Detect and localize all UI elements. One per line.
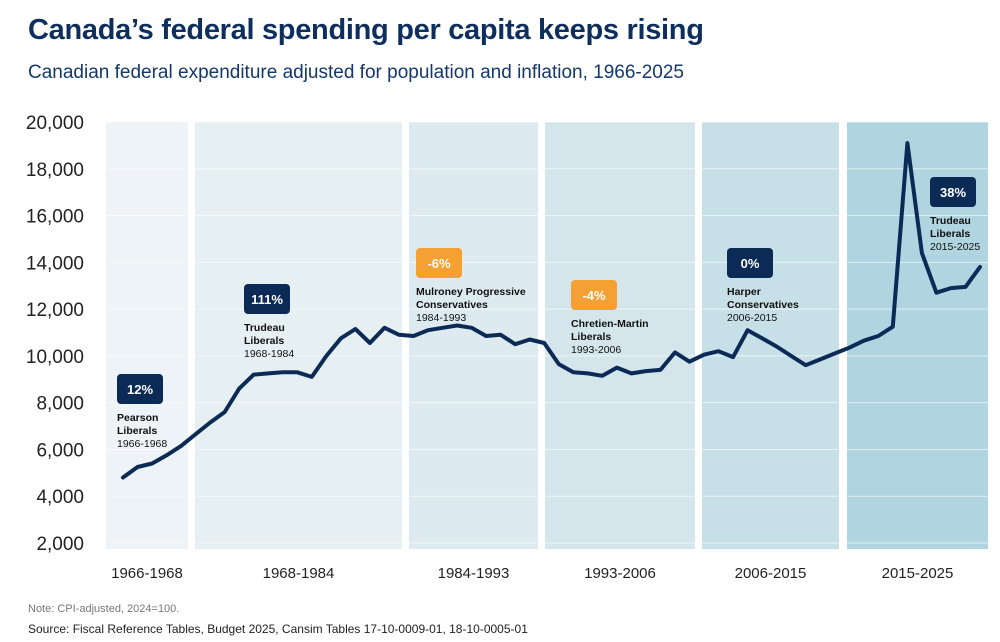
period-band xyxy=(106,122,188,549)
change-badge-label: 12% xyxy=(127,382,153,397)
spending-line xyxy=(121,141,982,480)
period-bands xyxy=(106,122,988,549)
change-badge xyxy=(117,374,163,404)
x-tick-label: 1984-1993 xyxy=(438,565,510,582)
period-band xyxy=(195,122,402,549)
chart-subtitle: Canadian federal expenditure adjusted fo… xyxy=(28,62,684,83)
chart-note: Note: CPI-adjusted, 2024=100. xyxy=(28,603,180,615)
y-tick-label: 6,000 xyxy=(36,440,84,461)
period-band xyxy=(409,122,538,549)
party-name: Trudeau xyxy=(930,215,971,227)
change-badge xyxy=(244,284,290,314)
y-tick-label: 20,000 xyxy=(26,113,84,134)
party-name: Conservatives xyxy=(416,299,488,311)
change-badge xyxy=(571,280,617,310)
x-tick-label: 2006-2015 xyxy=(735,565,807,582)
y-tick-label: 12,000 xyxy=(26,300,84,321)
period-years: 2015-2025 xyxy=(930,241,980,253)
chart-title: Canada’s federal spending per capita kee… xyxy=(28,14,704,46)
change-badge-label: 0% xyxy=(741,256,760,271)
period-annotations: 12%PearsonLiberals1966-1968111%TrudeauLi… xyxy=(117,177,980,450)
change-badge-label: -4% xyxy=(582,288,606,303)
y-tick-label: 8,000 xyxy=(36,394,84,415)
y-tick-label: 10,000 xyxy=(26,347,84,368)
party-name: Liberals xyxy=(571,331,611,343)
period-years: 1984-1993 xyxy=(416,312,466,324)
y-tick-label: 14,000 xyxy=(26,253,84,274)
party-name: Mulroney Progressive xyxy=(416,286,526,298)
party-name: Harper xyxy=(727,286,761,298)
period-years: 1968-1984 xyxy=(244,348,294,360)
line-chart: 20,000 18,000 16,000 14,000 12,000 10,000 8,00… xyxy=(26,113,990,582)
y-tick-label: 4,000 xyxy=(36,487,84,508)
y-tick-label: 16,000 xyxy=(26,207,84,228)
change-badge-label: 111% xyxy=(251,292,283,307)
x-tick-label: 1993-2006 xyxy=(584,565,656,582)
change-badge xyxy=(416,248,462,278)
chart-source: Source: Fiscal Reference Tables, Budget … xyxy=(28,622,528,636)
party-name: Liberals xyxy=(117,425,157,437)
period-years: 1993-2006 xyxy=(571,344,621,356)
change-badge-label: -6% xyxy=(427,256,451,271)
period-band xyxy=(545,122,695,549)
period-band xyxy=(702,122,839,549)
y-tick-label: 2,000 xyxy=(36,534,84,555)
x-tick-label: 2015-2025 xyxy=(882,565,954,582)
party-name: Liberals xyxy=(244,335,284,347)
period-years: 1966-1968 xyxy=(117,438,167,450)
x-axis: 1966-1968 1968-1984 1984-1993 1993-2006 2006… xyxy=(111,565,953,582)
party-name: Pearson xyxy=(117,412,158,424)
y-axis: 20,000 18,000 16,000 14,000 12,000 10,000 8,00… xyxy=(26,113,84,555)
change-badge xyxy=(930,177,976,207)
party-name: Conservatives xyxy=(727,299,799,311)
party-name: Trudeau xyxy=(244,322,285,334)
period-years: 2006-2015 xyxy=(727,312,777,324)
x-tick-label: 1966-1968 xyxy=(111,565,183,582)
change-badge-label: 38% xyxy=(940,185,966,200)
party-name: Liberals xyxy=(930,228,970,240)
period-annotation: -6% Mulroney ProgressiveConservatives1984… xyxy=(416,248,526,324)
party-name: Chretien-Martin xyxy=(571,318,649,330)
change-badge xyxy=(727,248,773,278)
y-tick-label: 18,000 xyxy=(26,160,84,181)
x-tick-label: 1968-1984 xyxy=(263,565,335,582)
gridlines xyxy=(100,121,990,544)
